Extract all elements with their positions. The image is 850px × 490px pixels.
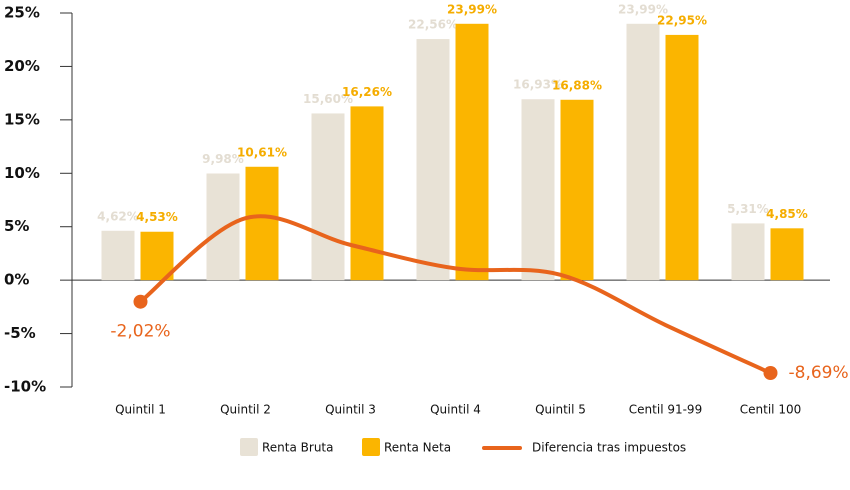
legend-line [482,446,522,450]
y-tick-label: 5% [4,217,29,235]
x-tick-label: Centil 91-99 [629,403,702,417]
y-tick-label: 20% [4,57,40,75]
bar [416,39,450,281]
value-label: 15,60% [303,92,353,106]
line-marker [133,294,148,309]
bar [626,23,660,281]
bar [560,99,594,281]
legend-swatch [362,438,380,456]
value-label: 16,88% [552,78,602,92]
bar [350,106,384,281]
legend-label: Renta Bruta [262,441,334,455]
bar [731,223,765,281]
bar [101,230,135,281]
x-tick-label: Quintil 4 [430,403,481,417]
bar [521,99,555,281]
bar [140,231,174,281]
y-tick-label: 10% [4,164,40,182]
value-label: 16,26% [342,85,392,99]
bar [245,166,279,281]
y-tick-label: -10% [4,378,46,396]
bar [770,228,804,281]
x-tick-label: Quintil 2 [220,403,271,417]
value-label: 16,93% [513,78,563,92]
x-tick-label: Centil 100 [740,403,801,417]
bar [455,23,489,281]
value-label: 4,62% [97,209,139,223]
bar [311,113,345,281]
y-tick-label: 25% [4,4,40,22]
legend-label: Diferencia tras impuestos [532,441,686,455]
value-label: -2,02% [110,322,170,342]
value-label: 10,61% [237,145,287,159]
y-tick-label: 0% [4,271,29,289]
x-tick-label: Quintil 5 [535,403,586,417]
value-label: 4,53% [136,210,178,224]
x-tick-label: Quintil 3 [325,403,376,417]
value-label: 5,31% [727,202,769,216]
line-marker [763,366,778,381]
value-label: 9,98% [202,152,244,166]
value-label: 4,85% [766,207,808,221]
value-label: 23,99% [447,2,497,16]
y-tick-label: -5% [4,324,36,342]
value-label: 22,95% [657,13,707,27]
legend-swatch [240,438,258,456]
value-label: 22,56% [408,18,458,32]
y-tick-label: 15% [4,110,40,128]
value-label: 23,99% [618,2,668,16]
legend-label: Renta Neta [384,441,451,455]
x-tick-label: Quintil 1 [115,403,166,417]
value-label: -8,69% [789,363,849,383]
bar [665,34,699,281]
line [138,214,773,376]
